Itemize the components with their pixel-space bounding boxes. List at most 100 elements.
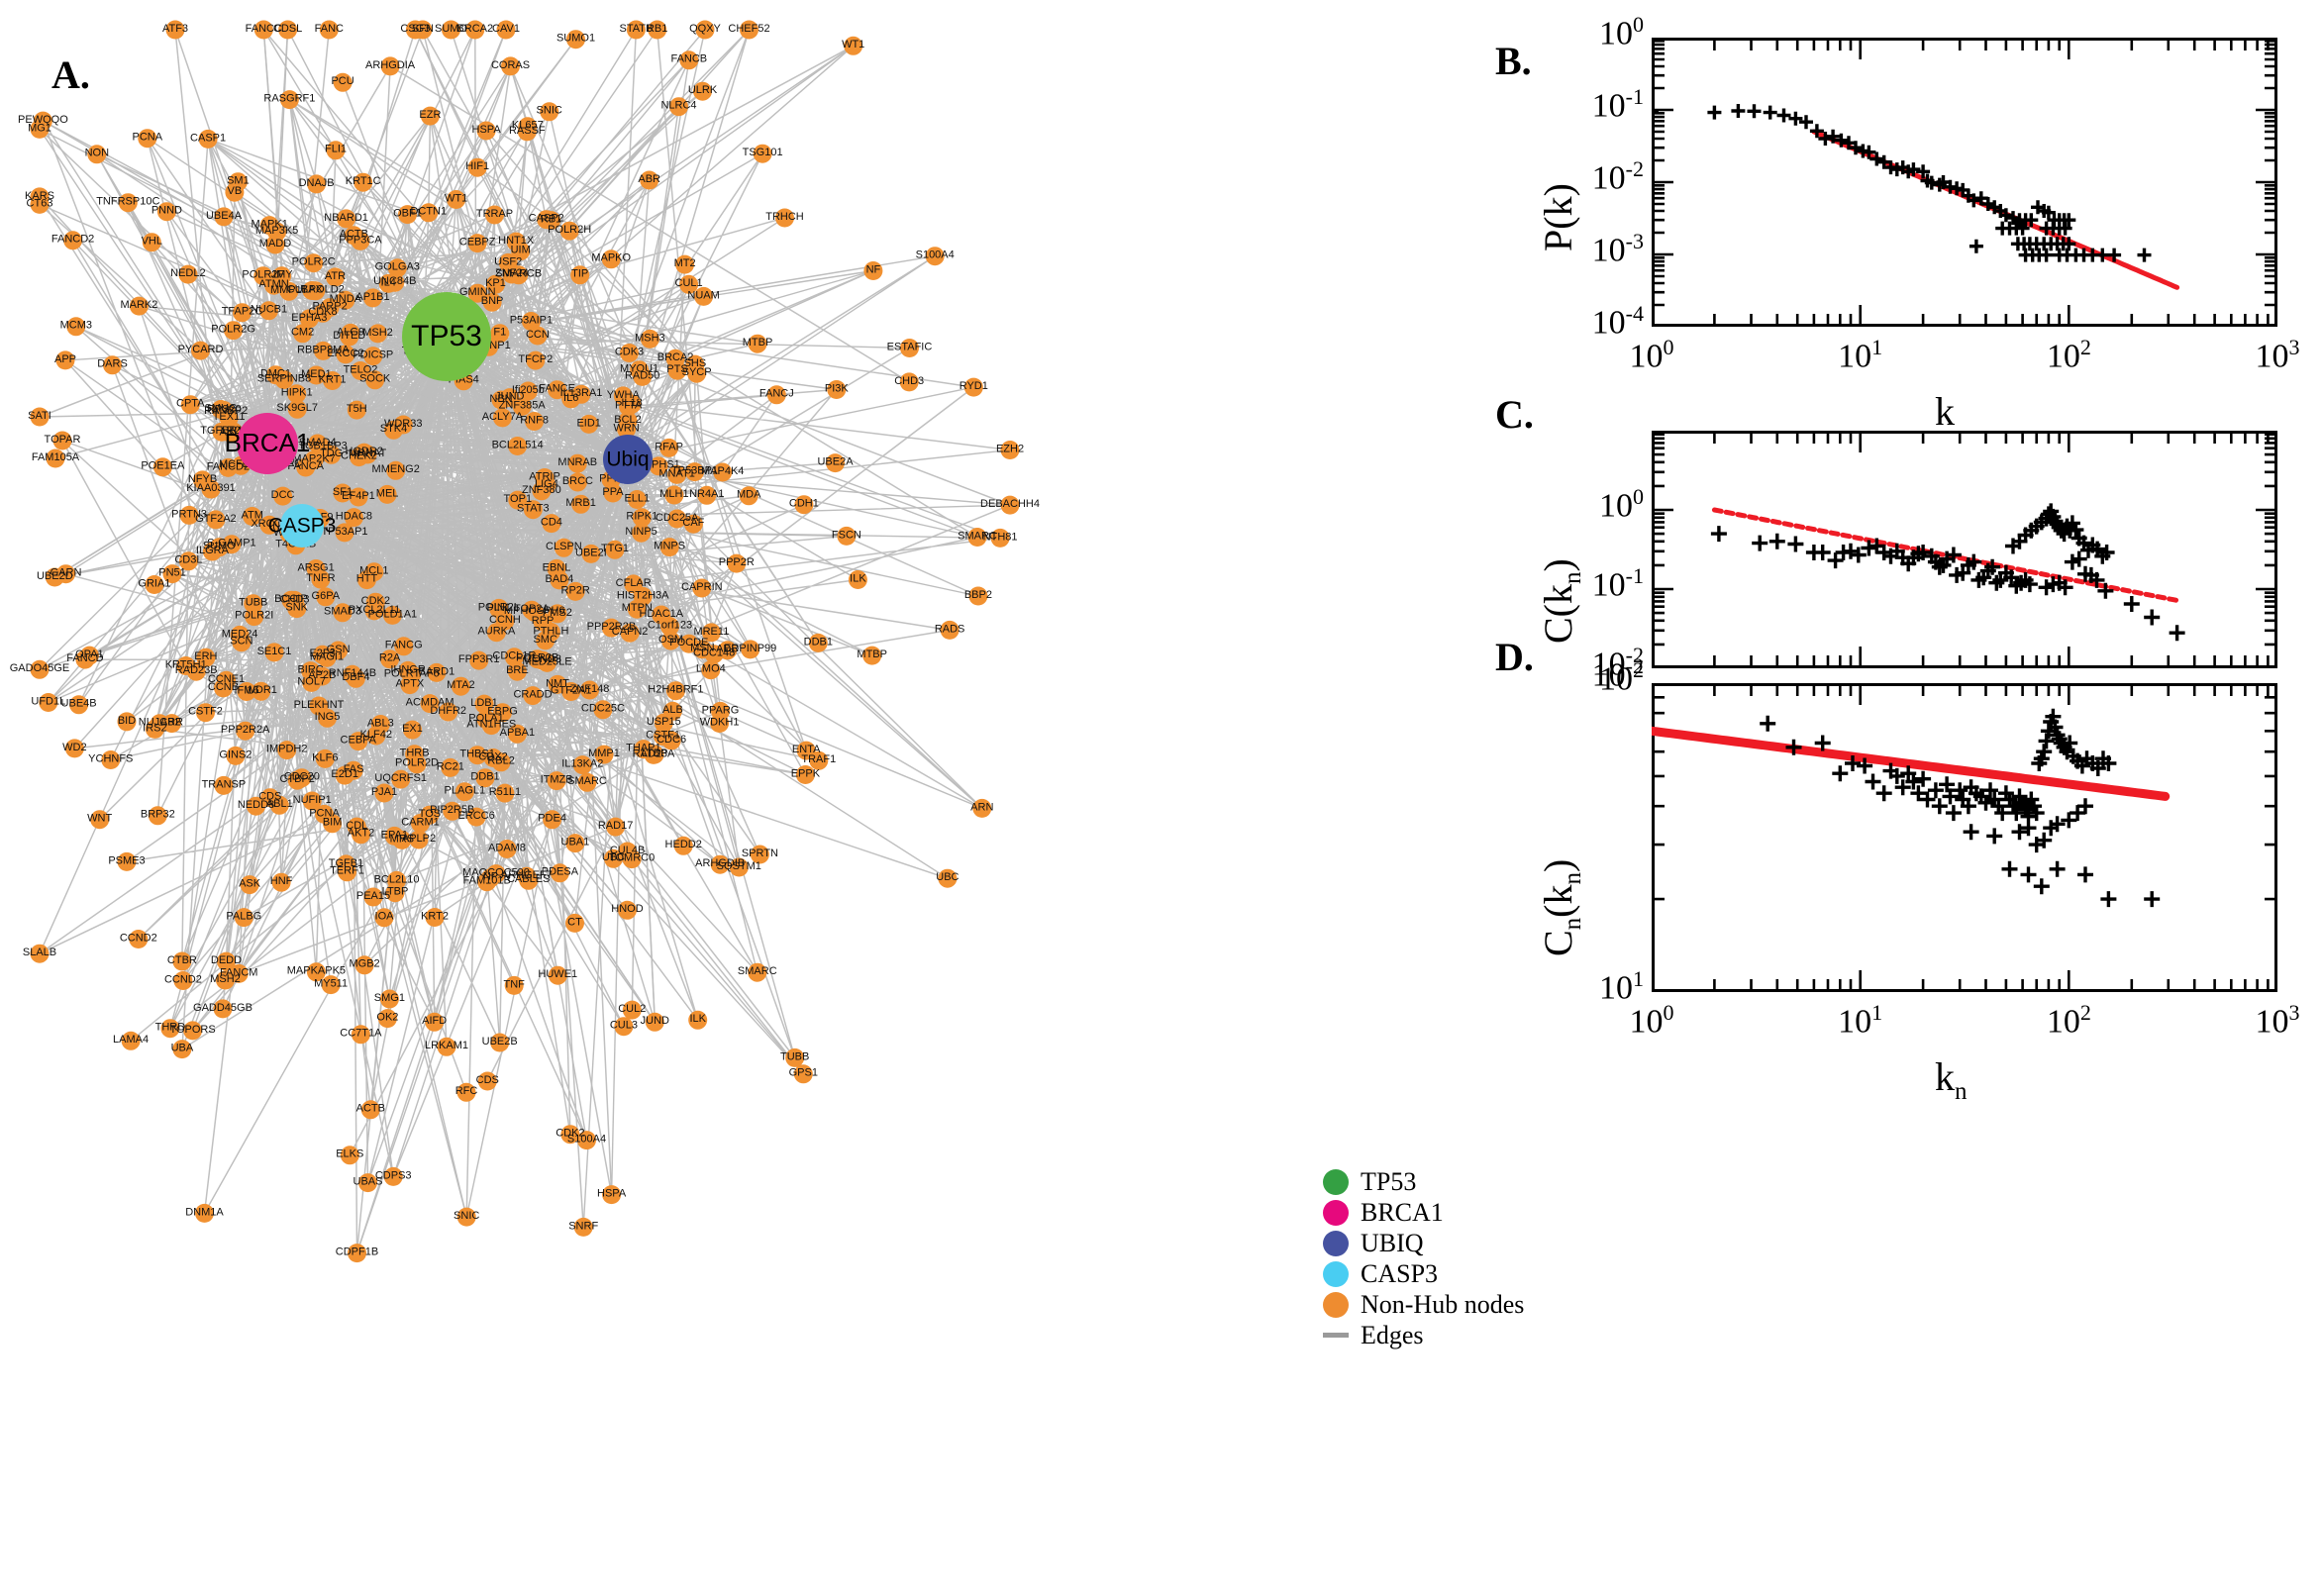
network-node[interactable] <box>727 553 747 573</box>
network-node[interactable] <box>267 222 287 242</box>
network-node[interactable] <box>39 693 58 712</box>
network-node[interactable] <box>419 203 439 223</box>
network-node[interactable] <box>145 575 164 594</box>
network-node[interactable] <box>374 783 394 803</box>
network-node[interactable] <box>323 371 343 390</box>
network-node[interactable] <box>186 661 206 681</box>
network-node[interactable] <box>413 20 433 40</box>
network-node[interactable] <box>498 252 518 272</box>
network-node[interactable] <box>152 457 172 477</box>
network-node[interactable] <box>620 623 640 643</box>
network-node[interactable] <box>528 326 548 346</box>
network-node[interactable] <box>796 741 816 760</box>
network-node[interactable] <box>456 1207 476 1227</box>
network-node[interactable] <box>701 623 721 643</box>
network-node[interactable] <box>354 172 373 192</box>
network-node[interactable] <box>394 637 414 656</box>
network-node[interactable] <box>808 633 828 652</box>
network-node[interactable] <box>837 526 857 546</box>
network-node[interactable] <box>437 1037 456 1056</box>
network-node[interactable] <box>178 551 198 571</box>
network-node[interactable] <box>400 675 420 695</box>
network-node[interactable] <box>340 327 359 347</box>
network-node[interactable] <box>172 951 192 971</box>
network-node[interactable] <box>523 686 543 706</box>
network-node[interactable] <box>66 317 86 337</box>
network-node[interactable] <box>214 401 234 420</box>
network-node[interactable] <box>497 840 517 858</box>
network-node[interactable] <box>69 695 89 715</box>
network-node[interactable] <box>740 20 758 40</box>
network-node[interactable] <box>685 354 705 374</box>
network-node[interactable] <box>560 1125 580 1145</box>
network-node[interactable] <box>351 231 370 250</box>
network-node[interactable] <box>577 1131 596 1150</box>
network-node[interactable] <box>476 121 496 141</box>
network-node[interactable] <box>320 298 340 318</box>
network-node[interactable] <box>688 1010 708 1030</box>
network-node[interactable] <box>692 640 712 659</box>
network-node[interactable] <box>101 750 121 769</box>
network-node[interactable] <box>940 620 960 640</box>
network-node[interactable] <box>336 345 355 364</box>
network-node[interactable] <box>606 817 626 837</box>
network-node[interactable] <box>307 174 327 194</box>
network-node[interactable] <box>632 508 652 528</box>
network-node[interactable] <box>425 908 445 927</box>
network-node[interactable] <box>579 414 599 434</box>
network-node[interactable] <box>665 681 685 701</box>
network-node[interactable] <box>33 111 52 131</box>
network-node[interactable] <box>775 208 794 228</box>
network-node[interactable] <box>729 857 749 877</box>
network-node[interactable] <box>117 712 137 732</box>
network-node[interactable] <box>409 830 429 849</box>
network-node[interactable] <box>571 384 591 404</box>
network-node[interactable] <box>1000 495 1020 515</box>
network-node[interactable] <box>485 205 504 225</box>
network-node[interactable] <box>196 703 215 723</box>
network-node[interactable] <box>333 603 353 623</box>
network-node[interactable] <box>240 875 259 895</box>
network-node[interactable] <box>304 450 324 470</box>
network-node[interactable] <box>212 422 232 442</box>
network-node[interactable] <box>963 377 983 397</box>
network-node[interactable] <box>364 601 384 621</box>
network-node[interactable] <box>848 570 867 589</box>
network-node[interactable] <box>667 464 687 484</box>
hub-node-tp53[interactable] <box>402 292 491 381</box>
network-node[interactable] <box>793 1064 813 1084</box>
network-node[interactable] <box>900 339 919 357</box>
network-node[interactable] <box>180 395 200 415</box>
network-node[interactable] <box>645 1012 664 1032</box>
network-node[interactable] <box>489 599 509 619</box>
network-node[interactable] <box>694 286 714 306</box>
network-node[interactable] <box>1000 441 1020 459</box>
network-node[interactable] <box>748 334 767 353</box>
network-node[interactable] <box>179 505 199 525</box>
network-node[interactable] <box>337 209 356 229</box>
network-node[interactable] <box>618 842 638 861</box>
network-node[interactable] <box>571 494 591 514</box>
network-node[interactable] <box>580 680 599 700</box>
network-node[interactable] <box>385 272 405 292</box>
network-node[interactable] <box>661 731 681 750</box>
network-node[interactable] <box>252 681 271 701</box>
network-node[interactable] <box>217 670 236 690</box>
network-node[interactable] <box>405 745 425 764</box>
network-node[interactable] <box>486 623 506 643</box>
network-node[interactable] <box>605 540 625 559</box>
network-node[interactable] <box>467 746 487 765</box>
network-node[interactable] <box>624 574 644 594</box>
network-node[interactable] <box>213 999 233 1019</box>
network-node[interactable] <box>383 1166 403 1186</box>
network-node[interactable] <box>542 514 561 534</box>
network-node[interactable] <box>103 355 122 375</box>
network-node[interactable] <box>490 324 510 344</box>
network-node[interactable] <box>827 380 847 399</box>
network-node[interactable] <box>548 965 567 985</box>
network-node[interactable] <box>491 752 511 772</box>
network-node[interactable] <box>622 1000 642 1020</box>
network-node[interactable] <box>313 341 333 360</box>
network-node[interactable] <box>938 868 958 888</box>
network-node[interactable] <box>380 649 400 669</box>
